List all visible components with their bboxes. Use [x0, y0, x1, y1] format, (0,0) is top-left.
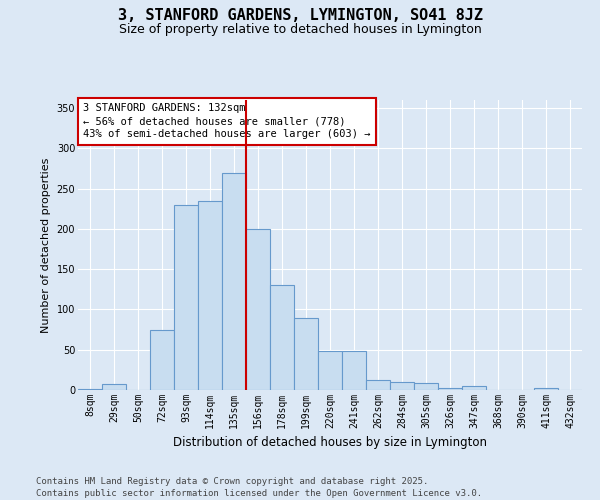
Bar	[366, 380, 390, 390]
Bar	[342, 352, 366, 390]
Text: Size of property relative to detached houses in Lymington: Size of property relative to detached ho…	[119, 22, 481, 36]
Bar	[318, 352, 342, 390]
Bar	[246, 229, 270, 390]
Bar	[414, 383, 438, 390]
Bar	[198, 200, 222, 390]
Text: 3 STANFORD GARDENS: 132sqm
← 56% of detached houses are smaller (778)
43% of sem: 3 STANFORD GARDENS: 132sqm ← 56% of deta…	[83, 103, 371, 140]
Bar	[174, 204, 198, 390]
Bar	[438, 388, 462, 390]
Text: 3, STANFORD GARDENS, LYMINGTON, SO41 8JZ: 3, STANFORD GARDENS, LYMINGTON, SO41 8JZ	[118, 8, 482, 22]
Bar	[102, 384, 126, 390]
Bar	[222, 172, 246, 390]
Bar	[78, 389, 102, 390]
Bar	[534, 388, 558, 390]
Bar	[294, 318, 318, 390]
Bar	[270, 286, 294, 390]
Bar	[150, 330, 174, 390]
Y-axis label: Number of detached properties: Number of detached properties	[41, 158, 51, 332]
X-axis label: Distribution of detached houses by size in Lymington: Distribution of detached houses by size …	[173, 436, 487, 450]
Bar	[390, 382, 414, 390]
Text: Contains HM Land Registry data © Crown copyright and database right 2025.
Contai: Contains HM Land Registry data © Crown c…	[36, 476, 482, 498]
Bar	[462, 386, 486, 390]
